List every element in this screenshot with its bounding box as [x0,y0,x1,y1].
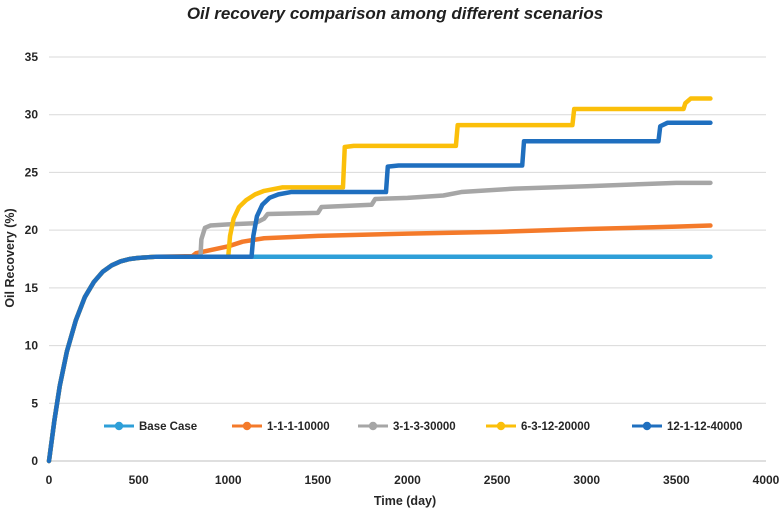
chart-title: Oil recovery comparison among different … [187,4,603,23]
x-tick-label-7: 3500 [663,473,690,487]
x-tick-label-8: 4000 [753,473,780,487]
x-axis-label: Time (day) [374,494,436,508]
y-axis-label: Oil Recovery (%) [3,208,17,307]
legend-label-2: 3-1-3-30000 [393,421,456,433]
x-tick-label-5: 2500 [484,473,511,487]
y-tick-label-2: 10 [25,339,39,353]
legend-label-4: 12-1-12-40000 [667,421,742,433]
x-tick-label-2: 1000 [215,473,242,487]
y-tick-label-6: 30 [25,108,39,122]
y-tick-label-5: 25 [25,165,39,179]
y-tick-label-3: 15 [25,281,39,295]
y-tick-label-4: 20 [25,223,39,237]
legend-marker-3 [496,421,506,431]
series-line-3 [46,96,713,464]
x-tick-label-0: 0 [46,473,53,487]
y-tick-labels: 0 5 10 15 20 25 30 35 [25,50,39,468]
legend-label-1: 1-1-1-10000 [267,421,330,433]
y-tick-label-1: 5 [31,396,38,410]
legend-marker-2 [368,421,378,431]
legend-marker-0 [114,421,124,431]
x-tick-label-3: 1500 [305,473,332,487]
x-tick-labels: 0 500 1000 1500 2000 2500 3000 3500 4000 [46,473,780,487]
series-line-4 [46,120,713,464]
x-tick-label-1: 500 [129,473,149,487]
y-tick-label-7: 35 [25,50,39,64]
legend-label-3: 6-3-12-20000 [521,421,590,433]
legend-marker-4 [642,421,652,431]
legend-marker-1 [242,421,252,431]
legend-label-0: Base Case [139,421,197,433]
series-lines [46,96,713,464]
x-tick-label-6: 3000 [573,473,600,487]
series-line-2 [46,180,713,464]
legend: Base Case 1-1-1-10000 3-1-3-30000 6-3-12-20… [104,421,742,433]
y-tick-label-0: 0 [31,454,38,468]
gridlines [49,56,766,404]
x-tick-label-4: 2000 [394,473,421,487]
